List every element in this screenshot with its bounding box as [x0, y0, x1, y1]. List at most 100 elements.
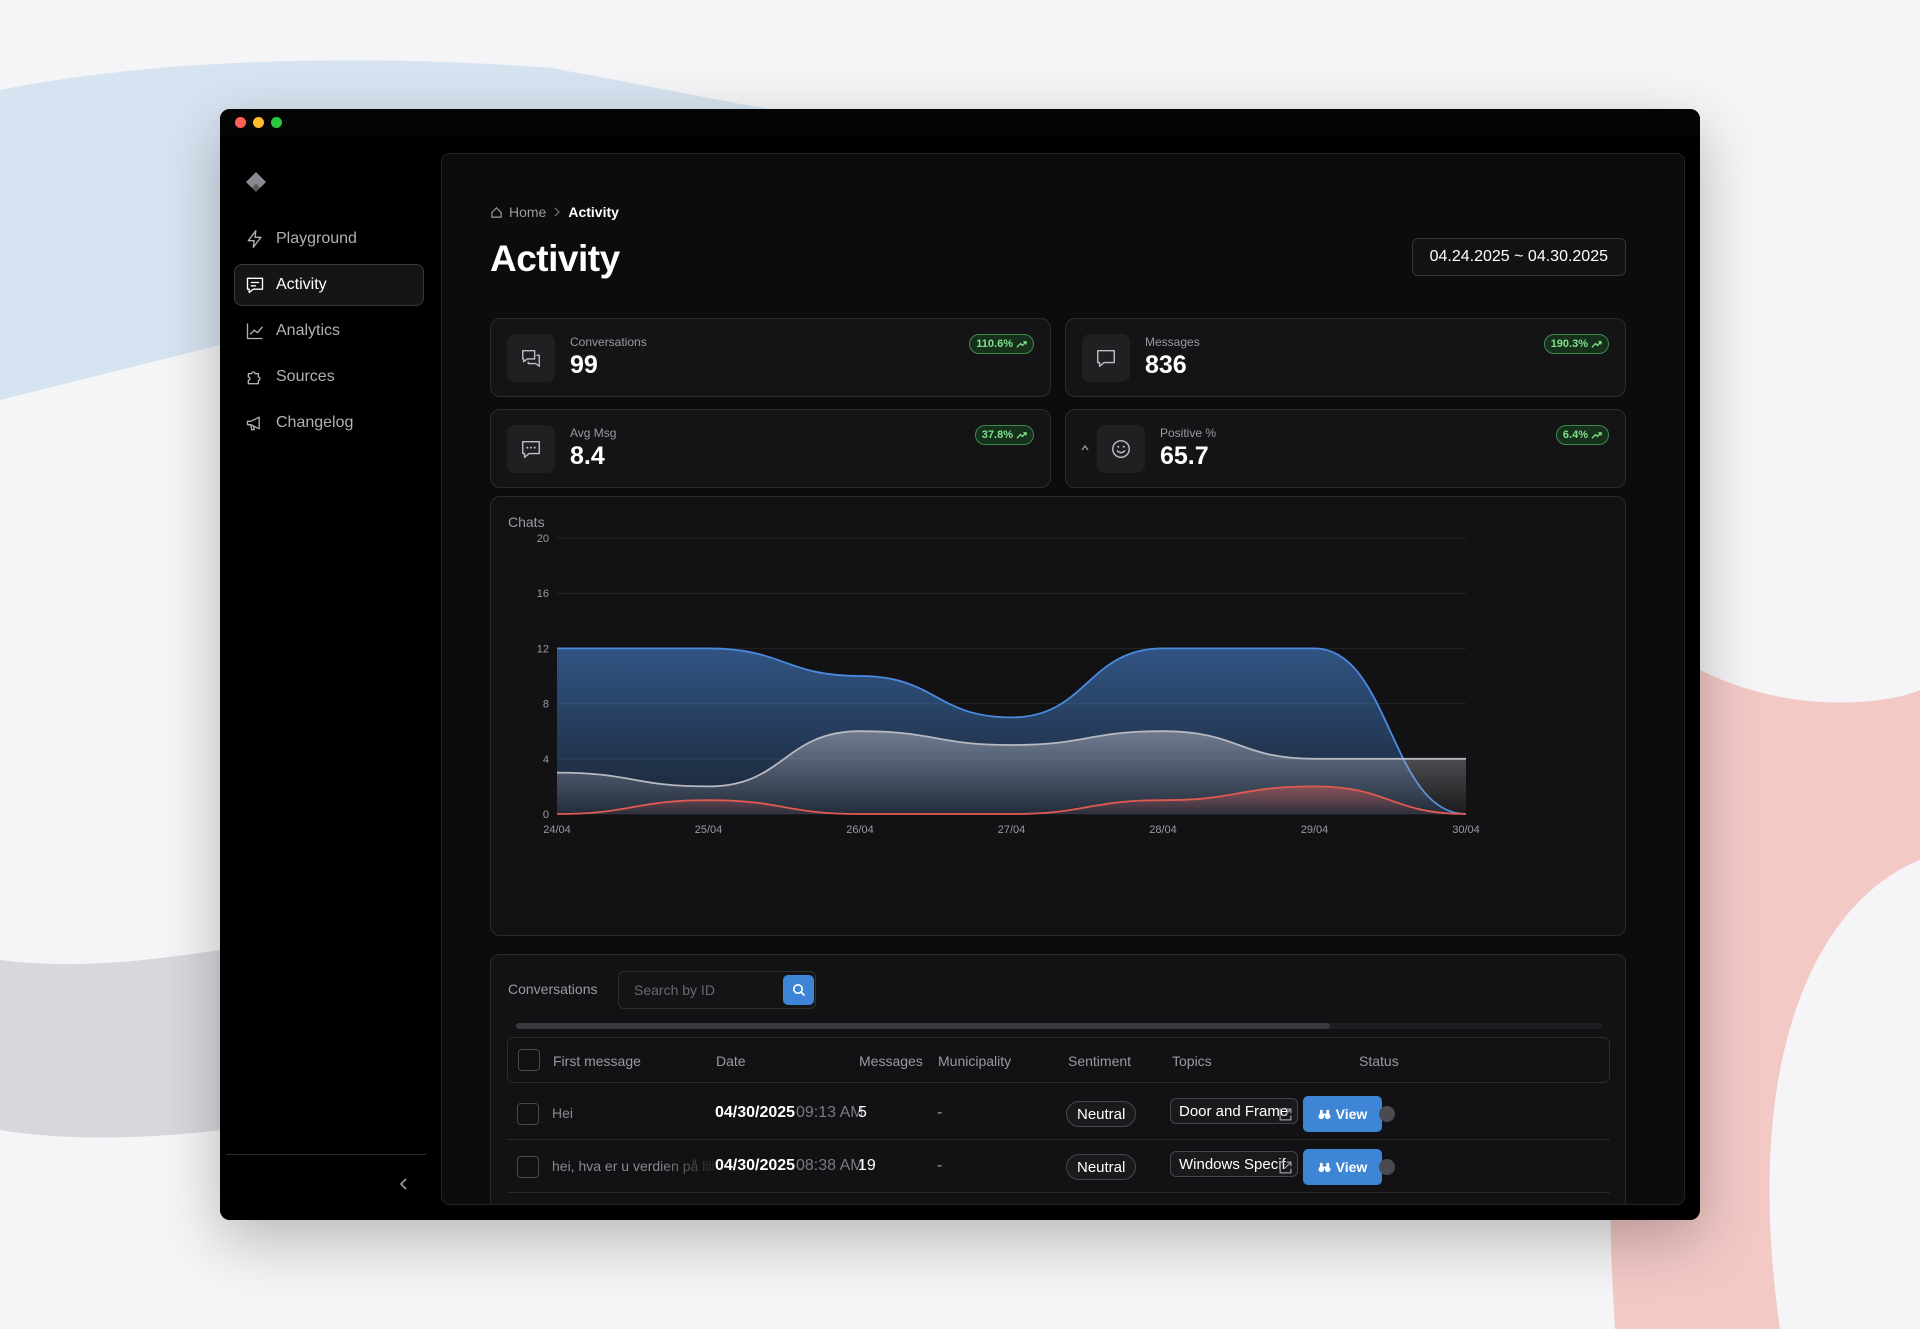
- maximize-window-button[interactable]: [271, 117, 282, 128]
- horizontal-scrollbar[interactable]: [516, 1023, 1602, 1029]
- view-label: View: [1335, 1106, 1368, 1122]
- x-tick-label: 24/04: [543, 824, 571, 836]
- caret-up-icon[interactable]: [1081, 445, 1089, 451]
- x-tick-label: 30/04: [1452, 824, 1480, 836]
- conversations-title: Conversations: [508, 981, 598, 997]
- sidebar-item-label: Playground: [276, 230, 357, 247]
- scrollbar-thumb[interactable]: [516, 1023, 1330, 1029]
- x-tick-label: 27/04: [998, 824, 1026, 836]
- column-header-municipality[interactable]: Municipality: [938, 1053, 1012, 1069]
- trending-up-icon: [246, 323, 264, 340]
- search-button[interactable]: [783, 975, 814, 1005]
- external-link-icon[interactable]: [1278, 1107, 1293, 1122]
- series-line: [557, 647, 1467, 815]
- sidebar-item-playground[interactable]: Playground: [234, 218, 424, 260]
- stat-card-avg-msg: Avg Msg 8.4 37.8%: [490, 409, 1051, 488]
- external-link-icon[interactable]: [1278, 1160, 1293, 1175]
- row-municipality: -: [937, 1104, 943, 1121]
- message-text-icon: [507, 425, 555, 473]
- megaphone-icon: [246, 416, 260, 431]
- search-icon: [792, 984, 805, 997]
- stat-label: Messages: [1145, 335, 1200, 349]
- window-titlebar: [220, 109, 1700, 136]
- column-header-sentiment[interactable]: Sentiment: [1068, 1053, 1132, 1069]
- breadcrumb-current: Activity: [568, 204, 619, 220]
- app-window: Playground Activity Analytics Sources Ch…: [220, 109, 1700, 1220]
- column-header-status[interactable]: Status: [1359, 1053, 1399, 1069]
- sidebar-item-changelog[interactable]: Changelog: [234, 402, 424, 444]
- sidebar-item-activity[interactable]: Activity: [234, 264, 424, 306]
- y-tick-label: 20: [537, 533, 549, 545]
- y-tick-label: 4: [543, 754, 549, 766]
- sentiment-badge: Neutral: [1066, 1154, 1137, 1180]
- change-value: 6.4%: [1562, 429, 1588, 441]
- search-box: [618, 971, 816, 1009]
- select-all-checkbox[interactable]: [518, 1049, 540, 1071]
- sidebar-item-sources[interactable]: Sources: [234, 356, 424, 398]
- app-logo-icon[interactable]: [242, 170, 270, 198]
- x-tick-label: 29/04: [1301, 824, 1329, 836]
- collapse-sidebar-button[interactable]: [392, 1172, 416, 1196]
- trend-up-icon: [1591, 431, 1602, 439]
- messages-icon: [507, 334, 555, 382]
- row-messages: 19: [858, 1157, 876, 1174]
- date-range-picker[interactable]: 04.24.2025 ~ 04.30.2025: [1411, 238, 1626, 276]
- smile-icon: [1097, 425, 1145, 473]
- status-indicator: [1379, 1159, 1395, 1175]
- x-tick-label: 25/04: [695, 824, 723, 836]
- stat-value: 99: [570, 351, 598, 379]
- sidebar-item-label: Sources: [276, 368, 335, 385]
- series-line: [556, 730, 1466, 788]
- sidebar-item-analytics[interactable]: Analytics: [234, 310, 424, 352]
- page-title: Activity: [490, 238, 620, 279]
- breadcrumb-home-link[interactable]: Home: [509, 204, 547, 220]
- trend-up-icon: [1591, 340, 1602, 348]
- binoculars-icon: [1318, 1109, 1331, 1119]
- close-window-button[interactable]: [235, 117, 246, 128]
- column-header-first-message[interactable]: First message: [553, 1053, 641, 1069]
- sentiment-badge: Neutral: [1066, 1101, 1137, 1127]
- column-header-date[interactable]: Date: [716, 1053, 746, 1069]
- table-row[interactable]: Hei 04/30/2025 09:13 AM 5 - Neutral Door…: [507, 1088, 1610, 1140]
- table-header: First message Date Messages Municipality…: [507, 1037, 1610, 1083]
- row-checkbox[interactable]: [517, 1103, 539, 1125]
- sidebar: Playground Activity Analytics Sources Ch…: [220, 136, 432, 1220]
- view-button[interactable]: View: [1303, 1096, 1382, 1132]
- x-tick-label: 26/04: [846, 824, 874, 836]
- column-header-messages[interactable]: Messages: [859, 1053, 923, 1069]
- message-square-icon: [246, 277, 264, 294]
- row-date: 04/30/2025: [715, 1104, 796, 1121]
- topic-tag: Door and Frame: [1170, 1098, 1298, 1124]
- sidebar-item-label: Activity: [276, 276, 327, 293]
- puzzle-icon: [247, 371, 261, 385]
- message-icon: [1082, 334, 1130, 382]
- sidebar-nav: Playground Activity Analytics Sources Ch…: [234, 218, 424, 448]
- table-row[interactable]: hei, hva er u verdien på lill 04/30/2025…: [507, 1141, 1610, 1193]
- stat-card-conversations: Conversations 99 110.6%: [490, 318, 1051, 397]
- row-messages: 5: [858, 1104, 867, 1121]
- change-value: 110.6%: [976, 338, 1013, 350]
- row-time: 08:38 AM: [796, 1157, 864, 1174]
- breadcrumb: Home Activity: [490, 204, 619, 220]
- stat-label: Avg Msg: [570, 426, 617, 440]
- stat-label: Conversations: [570, 335, 647, 349]
- search-input[interactable]: [619, 972, 779, 1008]
- binoculars-icon: [1318, 1162, 1331, 1172]
- row-checkbox[interactable]: [517, 1156, 539, 1178]
- bolt-icon: [247, 230, 262, 248]
- stat-value: 836: [1145, 351, 1187, 379]
- stat-label: Positive %: [1160, 426, 1217, 440]
- chevron-right-icon: [554, 207, 561, 217]
- sidebar-item-label: Analytics: [276, 322, 341, 339]
- view-button[interactable]: View: [1303, 1149, 1382, 1185]
- stat-value: 8.4: [570, 442, 605, 470]
- view-label: View: [1335, 1159, 1368, 1175]
- change-badge: 190.3%: [1543, 334, 1609, 354]
- minimize-window-button[interactable]: [253, 117, 264, 128]
- sidebar-item-label: Changelog: [276, 414, 354, 431]
- first-message: Hei: [552, 1105, 574, 1121]
- column-header-topics[interactable]: Topics: [1172, 1053, 1212, 1069]
- stat-card-messages: Messages 836 190.3%: [1065, 318, 1626, 397]
- chart-title: Chats: [508, 514, 545, 530]
- chats-chart-card: Chats 0 4 8 12 16 20 24/04 25/04 26/04 27/04 28/04…: [490, 496, 1626, 936]
